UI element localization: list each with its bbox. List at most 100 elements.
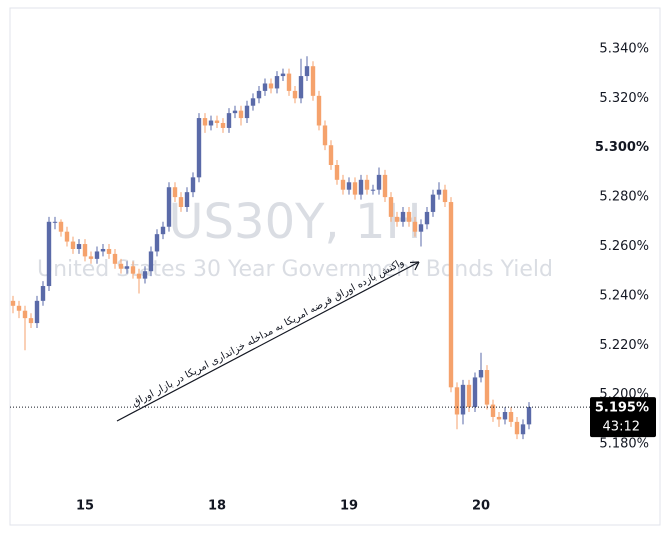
candle-body (430, 194, 436, 212)
candle-body (448, 202, 454, 388)
candle-body (58, 221, 64, 232)
candle-body (70, 241, 76, 249)
candle-body (436, 189, 442, 195)
candle-body (376, 174, 382, 190)
candle-body (394, 216, 400, 222)
candle-body (514, 421, 520, 435)
candle-body (118, 263, 124, 269)
candle-body (298, 76, 304, 99)
candle-body (112, 253, 118, 264)
candle-body (418, 224, 424, 232)
y-tick-label: 5.340% (599, 41, 649, 56)
candle-body (316, 95, 322, 126)
frame (9, 7, 661, 526)
x-tick-label: 18 (208, 499, 226, 514)
watermark-title: US30Y, 1H (168, 194, 421, 250)
last-price-label: 5.195% (595, 401, 649, 416)
candle-body (358, 179, 364, 195)
candle-body (310, 66, 316, 96)
candle-body (490, 404, 496, 417)
candle-body (508, 412, 514, 422)
candle-body (40, 286, 46, 301)
candle-body (520, 424, 526, 435)
x-tick-label: 15 (76, 499, 94, 514)
candle-body (22, 310, 28, 319)
arrow-head (409, 261, 420, 271)
candle-body (34, 300, 40, 324)
candle-body (352, 182, 358, 195)
y-tick-label: 5.260% (599, 239, 649, 254)
candle-body (472, 377, 478, 408)
candle-body (262, 83, 268, 91)
candle-body (400, 211, 406, 222)
candle-body (28, 318, 34, 324)
candle-body (184, 192, 190, 207)
candle-body (502, 412, 508, 420)
candle-body (466, 384, 472, 408)
candle-body (148, 251, 154, 272)
last-price-box (590, 397, 656, 438)
candle-body (142, 271, 148, 279)
candle-body (256, 90, 262, 99)
candle-body (340, 179, 346, 190)
candle-body (454, 387, 460, 415)
candle-body (82, 244, 88, 257)
candle-body (244, 105, 250, 119)
candle-body (424, 211, 430, 225)
candle-body (388, 197, 394, 217)
watermark-subtitle: United States 30 Year Government Bonds Y… (37, 257, 553, 282)
candle-body (346, 182, 352, 190)
candle-body (106, 248, 112, 254)
candle-body (100, 248, 106, 252)
candle-body (328, 145, 334, 165)
candle-body (286, 73, 292, 91)
candle-body (214, 120, 220, 124)
candle-body (154, 234, 160, 252)
candle-body (292, 90, 298, 99)
candle-body (52, 221, 58, 223)
countdown: 43:12 (603, 420, 640, 435)
candle-body (484, 370, 490, 405)
candle-body (274, 76, 280, 89)
y-tick-label: 5.320% (599, 91, 649, 106)
candle-body (238, 110, 244, 119)
candle-body (166, 187, 172, 227)
candle-body (232, 110, 238, 114)
candle-body (250, 98, 256, 106)
candle-body (304, 66, 310, 77)
y-tick-label: 5.240% (599, 288, 649, 303)
arrow-line (116, 261, 420, 422)
candle-body (64, 231, 70, 242)
candle-body (406, 211, 412, 222)
candle-body (88, 256, 94, 259)
candle-body (268, 83, 274, 89)
candle-body (322, 125, 328, 146)
candle-body (496, 416, 502, 420)
candle-body (130, 266, 136, 274)
candle-body (478, 370, 484, 378)
candle-body (46, 221, 52, 287)
candle-body (94, 251, 100, 259)
y-tick-label: 5.180% (599, 437, 649, 452)
candle-body (10, 300, 16, 306)
candle-body (178, 197, 184, 207)
candle-body (334, 164, 340, 180)
candle-body (370, 189, 376, 191)
candle-body (208, 120, 214, 126)
candle-body (190, 177, 196, 193)
candle-body (526, 407, 532, 425)
candle-body (76, 244, 82, 249)
x-tick-label: 20 (472, 499, 490, 514)
candle-body (160, 226, 166, 235)
y-tick-label: 5.220% (599, 338, 649, 353)
candle-body (382, 174, 388, 198)
candle-body (442, 189, 448, 203)
y-tick-label: 5.280% (599, 190, 649, 205)
candle-body (364, 179, 370, 190)
candle-body (172, 187, 178, 198)
candle-body (196, 118, 202, 178)
candle-body (124, 266, 130, 269)
y-tick-label: 5.300% (595, 140, 649, 155)
candle-body (226, 113, 232, 128)
